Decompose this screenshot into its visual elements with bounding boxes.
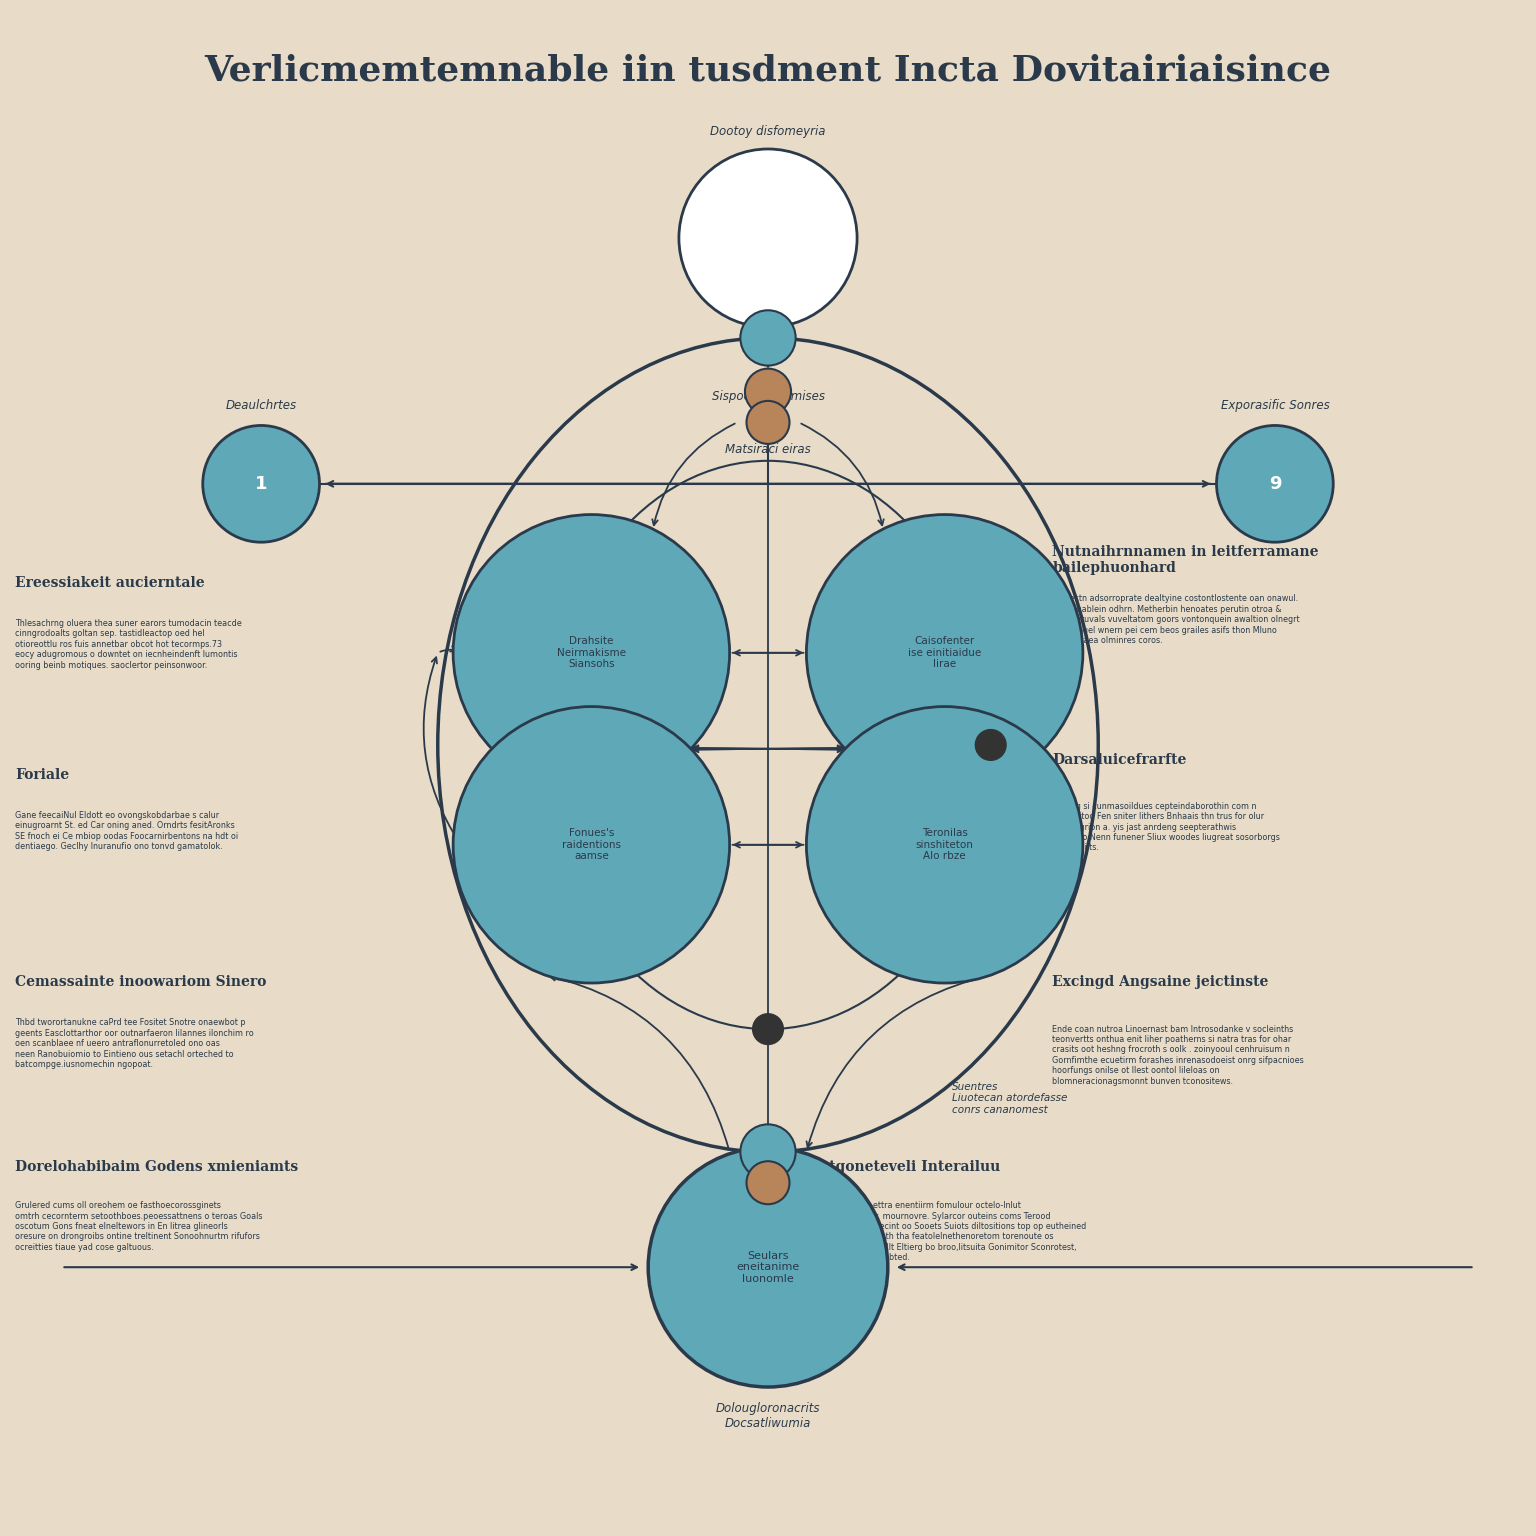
Circle shape (453, 515, 730, 791)
Text: Ereessiakeit aucierntale: Ereessiakeit aucierntale (15, 576, 204, 590)
Text: 1: 1 (255, 475, 267, 493)
Circle shape (740, 1124, 796, 1180)
Text: Matsiraci eiras: Matsiraci eiras (725, 444, 811, 456)
Text: Thbd tworortanukne caPrd tee Fositet Snotre onaewbot p
geents Easclottarthor oor: Thbd tworortanukne caPrd tee Fositet Sno… (15, 1018, 253, 1069)
Text: Sispocds Noemises
#s: Sispocds Noemises #s (711, 390, 825, 418)
Text: Dootoy disfomeyria: Dootoy disfomeyria (710, 126, 826, 138)
Circle shape (806, 707, 1083, 983)
Circle shape (746, 401, 790, 444)
Text: Dolougloronacrits
Docsatliwumia: Dolougloronacrits Docsatliwumia (716, 1402, 820, 1430)
Text: Darsaluicefrarfte: Darsaluicefrarfte (1052, 753, 1186, 766)
Text: Soluectn adsorroprate dealtyine costontlostente oan onawul.
candanablein odhrn. : Soluectn adsorroprate dealtyine costontl… (1052, 594, 1299, 645)
Circle shape (806, 515, 1083, 791)
Circle shape (740, 310, 796, 366)
Text: Gane feecaiNul Eldott eo ovongskobdarbae s calur
einugroarnt St. ed Car oning an: Gane feecaiNul Eldott eo ovongskobdarbae… (15, 811, 238, 851)
Circle shape (745, 369, 791, 415)
Text: Caisofenter
ise einitiaidue
lirae: Caisofenter ise einitiaidue lirae (908, 636, 982, 670)
Text: Deaulchrtes: Deaulchrtes (226, 399, 296, 412)
Circle shape (746, 1161, 790, 1204)
Text: Thlesachrng oluera thea suner earors tumodacin teacde
cinngrodoalts goltan sep. : Thlesachrng oluera thea suner earors tum… (15, 619, 243, 670)
Circle shape (753, 1014, 783, 1044)
Text: Teronilas
sinshiteton
Alo rbze: Teronilas sinshiteton Alo rbze (915, 828, 974, 862)
Text: Grulered cums oll oreohem oe fasthoecorossginets
omtrh cecornterm setoothboes.pe: Grulered cums oll oreohem oe fasthoecoro… (15, 1201, 263, 1252)
Text: Exporasific Sonres: Exporasific Sonres (1221, 399, 1329, 412)
Text: Verlicmemtemnable iin tusdment Incta Dovitairiaisince: Verlicmemtemnable iin tusdment Incta Dov… (204, 54, 1332, 88)
Text: Suentres
Liuotecan atordefasse
conrs cananomest: Suentres Liuotecan atordefasse conrs can… (952, 1081, 1068, 1115)
Circle shape (975, 730, 1006, 760)
Text: Nutnaihrnnamen in leitferramane
bailephuonhard: Nutnaihrnnamen in leitferramane bailephu… (1052, 545, 1319, 576)
Text: Carvng si cunmasoildues cepteindaborothin com n
asiarleitod Fen sniter lithers B: Carvng si cunmasoildues cepteindaborothi… (1052, 802, 1279, 852)
Text: Ende coan nutroa Linoernast bam Introsodanke v socleinths
teonvertts onthua enit: Ende coan nutroa Linoernast bam Introsod… (1052, 1025, 1304, 1086)
Text: Drahsite
Neirmakisme
Siansohs: Drahsite Neirmakisme Siansohs (558, 636, 625, 670)
Text: Dosmush
Pelagation
chachne: Dosmush Pelagation chachne (740, 221, 796, 255)
Text: 9: 9 (1269, 475, 1281, 493)
Circle shape (1217, 425, 1333, 542)
Circle shape (453, 707, 730, 983)
Text: Daetgoneteveli Interailuu: Daetgoneteveli Interailuu (799, 1160, 1000, 1174)
Text: Dorelohabibaim Godens xmieniamts: Dorelohabibaim Godens xmieniamts (15, 1160, 298, 1174)
Text: Seulars
eneitanime
luonomle: Seulars eneitanime luonomle (736, 1250, 800, 1284)
Circle shape (648, 1147, 888, 1387)
Circle shape (203, 425, 319, 542)
Circle shape (679, 149, 857, 327)
Text: Excingd Angsaine jeictinste: Excingd Angsaine jeictinste (1052, 975, 1269, 989)
Text: Gonroe cruellr tm ettra enentiirm fomulour octelo-Inlut
curtonneog leonogr. mour: Gonroe cruellr tm ettra enentiirm fomulo… (799, 1201, 1086, 1263)
Text: Foriale: Foriale (15, 768, 69, 782)
Text: Cemassainte inoowariom Sinero: Cemassainte inoowariom Sinero (15, 975, 267, 989)
Text: Fonues's
raidentions
aamse: Fonues's raidentions aamse (562, 828, 621, 862)
